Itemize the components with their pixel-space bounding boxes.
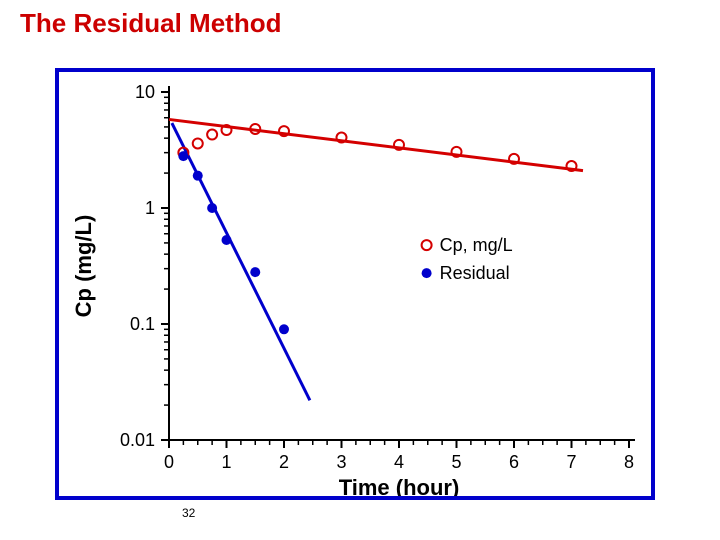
- x-tick-label: 8: [624, 452, 634, 472]
- marker-residual: [250, 267, 260, 277]
- marker-residual: [178, 151, 188, 161]
- y-tick-label: 0.01: [120, 430, 155, 450]
- x-tick-label: 4: [394, 452, 404, 472]
- slide-root: { "title": "The Residual Method", "title…: [0, 0, 720, 540]
- x-tick-label: 3: [336, 452, 346, 472]
- x-tick-label: 5: [451, 452, 461, 472]
- x-tick-label: 2: [279, 452, 289, 472]
- x-tick-label: 7: [566, 452, 576, 472]
- y-tick-label: 1: [145, 198, 155, 218]
- chart-container: 0 1 2 3 4 5 6 7 8 0.01 0.1 1 10 Time (hour) Cp (mg/L) C…: [55, 68, 655, 500]
- marker-residual: [207, 203, 217, 213]
- legend-label-cp: Cp, mg/L: [440, 235, 513, 255]
- marker-residual: [222, 235, 232, 245]
- slide-title: The Residual Method: [20, 8, 281, 39]
- x-tick-label: 0: [164, 452, 174, 472]
- x-tick-label: 1: [221, 452, 231, 472]
- marker-residual: [279, 324, 289, 334]
- chart-svg: 0 1 2 3 4 5 6 7 8 0.01 0.1 1 10 Time (hour) Cp (mg/L) C…: [59, 72, 651, 496]
- marker-residual: [193, 171, 203, 181]
- legend-marker-residual: [422, 268, 432, 278]
- page-number: 32: [182, 506, 195, 520]
- x-axis-label: Time (hour): [339, 475, 460, 496]
- y-tick-label: 0.1: [130, 314, 155, 334]
- y-axis-label: Cp (mg/L): [71, 215, 96, 318]
- legend-label-residual: Residual: [440, 263, 510, 283]
- y-tick-label: 10: [135, 82, 155, 102]
- x-tick-label: 6: [509, 452, 519, 472]
